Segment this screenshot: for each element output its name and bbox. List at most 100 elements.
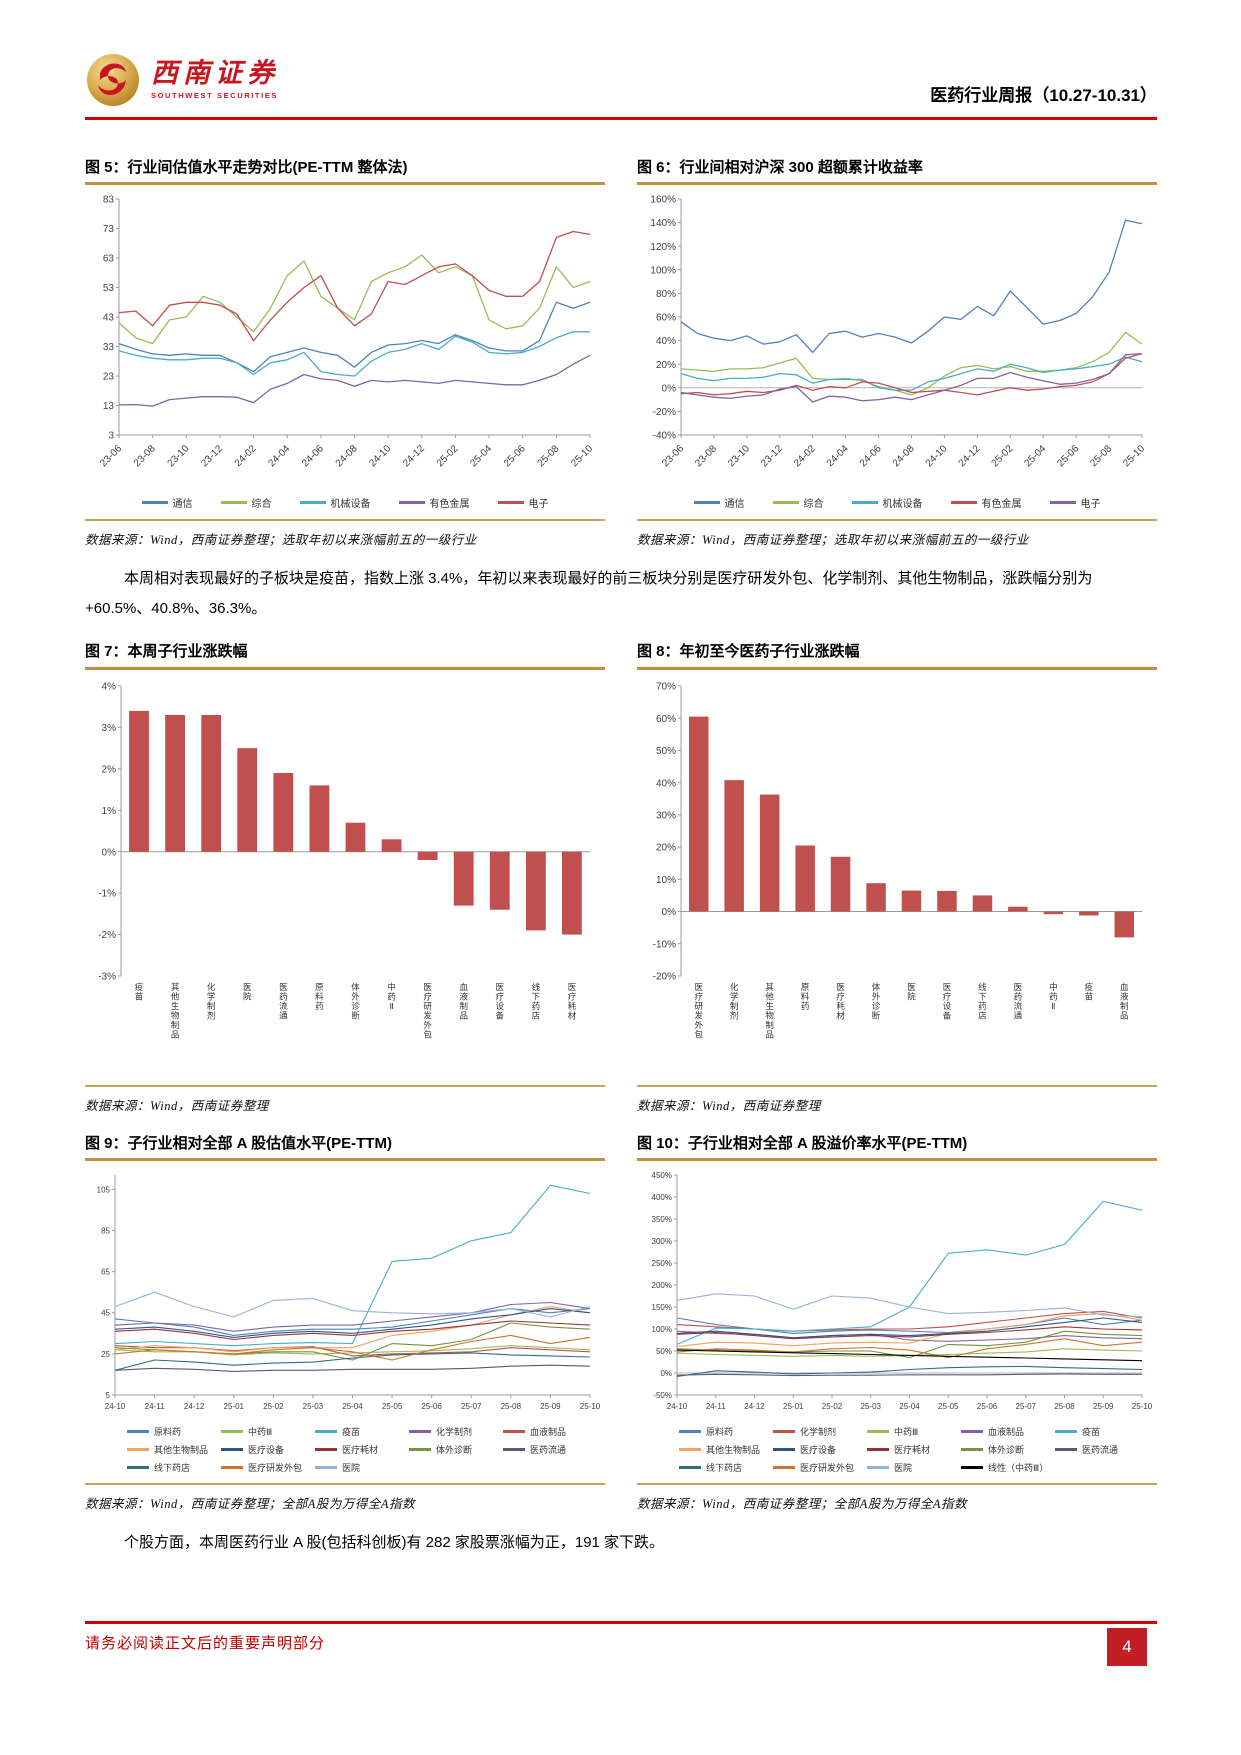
legend-swatch	[1049, 501, 1076, 504]
legend-item-其他生物制品: 其他生物制品	[127, 1443, 221, 1456]
legend-swatch	[693, 501, 720, 504]
legend-label: 化学制剂	[436, 1427, 473, 1437]
svg-text:20%: 20%	[656, 842, 676, 853]
svg-text:25-01: 25-01	[224, 1402, 245, 1411]
figure-7: 图 7：本周子行业涨跌幅 -3% -2% -1% 0% 1% 2% 3% 4% 疫苗 其他生物制品…	[85, 642, 605, 1114]
legend-item-疫苗: 疫苗	[1055, 1425, 1149, 1438]
legend-swatch	[1055, 1430, 1077, 1433]
legend-item-通信: 通信	[141, 495, 193, 510]
legend-label: 中药Ⅲ	[894, 1427, 919, 1437]
chart-svg: -3% -2% -1% 0% 1% 2% 3% 4% 疫苗 其他生物制品 化学制剂 医院 医药流通 原料药…	[98, 681, 590, 1040]
series-线下药店	[114, 1352, 591, 1371]
series-通信	[680, 219, 1143, 354]
bar-label-医疗研发外包: 医疗研发外包	[694, 982, 703, 1040]
series-医药流通	[114, 1364, 591, 1372]
svg-text:45: 45	[101, 1309, 110, 1318]
svg-text:43: 43	[103, 313, 115, 324]
series-机械设备	[680, 356, 1143, 391]
legend-swatch	[867, 1430, 889, 1433]
legend-label: 通信	[172, 499, 193, 510]
legend-swatch	[503, 1430, 525, 1433]
bar-label-化学制剂: 化学制剂	[730, 982, 739, 1021]
figure-row-3: 图 9：子行业相对全部 A 股估值水平(PE-TTM) 5 25 45 65 85 105…	[85, 1134, 1157, 1513]
legend-label: 综合	[251, 499, 272, 510]
svg-text:25-10: 25-10	[1121, 443, 1147, 469]
figure-10: 图 10：子行业相对全部 A 股溢价率水平(PE-TTM) -50% 0% 50% 1…	[637, 1134, 1157, 1513]
legend-item-疫苗: 疫苗	[315, 1425, 409, 1438]
svg-text:83: 83	[103, 195, 115, 206]
svg-text:24-10: 24-10	[667, 1402, 688, 1411]
figure-9-caption: 数据来源：Wind，西南证券整理；全部A股为万得全A指数	[85, 1497, 415, 1511]
legend-label: 通信	[724, 499, 745, 510]
legend-swatch	[127, 1430, 149, 1433]
svg-text:1%: 1%	[102, 805, 117, 816]
svg-text:25-08: 25-08	[536, 443, 562, 469]
legend-swatch	[497, 501, 524, 504]
legend-item-医疗研发外包: 医疗研发外包	[773, 1461, 867, 1474]
chart-svg: -50% 0% 50% 100% 150% 200% 250% 300% 350% 400% 450…	[652, 1171, 1152, 1411]
legend-label: 血液制品	[988, 1427, 1025, 1437]
legend-item-化学制剂: 化学制剂	[773, 1425, 867, 1438]
legend-label: 医疗设备	[248, 1445, 285, 1455]
svg-text:25-05: 25-05	[938, 1402, 959, 1411]
series-疫苗	[114, 1184, 591, 1347]
bar-label-原料药: 原料药	[315, 982, 324, 1011]
bar-label-中药Ⅱ: 中药 Ⅱ	[1049, 982, 1058, 1011]
svg-text:25-02: 25-02	[263, 1402, 284, 1411]
bar-label-医疗设备: 医疗设备	[496, 982, 505, 1021]
legend-item-机械设备: 机械设备	[299, 495, 371, 510]
svg-text:25-04: 25-04	[342, 1402, 363, 1411]
title-underline	[637, 182, 1157, 185]
svg-text:0%: 0%	[102, 847, 117, 858]
bar-label-其他生物制品: 其他生物制品	[171, 982, 180, 1040]
series-电子	[118, 230, 591, 342]
bar-label-体外诊断: 体外诊断	[872, 982, 881, 1021]
legend-label: 体外诊断	[436, 1445, 473, 1455]
svg-text:3%: 3%	[102, 723, 117, 734]
svg-text:160%: 160%	[650, 195, 676, 206]
svg-text:24-02: 24-02	[233, 443, 259, 469]
header-divider	[85, 117, 1157, 120]
footer-divider	[85, 1621, 1157, 1624]
svg-text:50%: 50%	[656, 746, 676, 757]
legend-swatch	[409, 1430, 431, 1433]
legend-swatch	[773, 1448, 795, 1451]
legend-label: 线下药店	[154, 1463, 191, 1473]
svg-text:23: 23	[103, 372, 115, 383]
figure-9-chart: 5 25 45 65 85 105 24-10 24-11 24-12 25-01 25-02 25-…	[85, 1167, 600, 1419]
legend-swatch	[679, 1466, 701, 1469]
legend-item-原料药: 原料药	[679, 1425, 773, 1438]
figure-6: 图 6：行业间相对沪深 300 超额累计收益率 -40% -20% 0% 20% 40%…	[637, 158, 1157, 549]
legend-item-医疗设备: 医疗设备	[773, 1443, 867, 1456]
svg-text:25-10: 25-10	[580, 1402, 600, 1411]
legend-label: 医疗研发外包	[248, 1463, 303, 1473]
bar-label-体外诊断: 体外诊断	[351, 982, 360, 1021]
svg-text:25-08: 25-08	[1088, 443, 1114, 469]
legend-item-医院: 医院	[867, 1461, 961, 1474]
figure-9-title: 图 9：子行业相对全部 A 股估值水平(PE-TTM)	[85, 1134, 392, 1152]
series-医疗设备	[114, 1308, 591, 1338]
svg-text:3: 3	[108, 431, 114, 442]
title-underline	[85, 1158, 605, 1161]
legend-label: 血液制品	[530, 1427, 567, 1437]
bar-体外诊断	[866, 882, 886, 912]
figure-5-title: 图 5：行业间估值水平走势对比(PE-TTM 整体法)	[85, 158, 408, 176]
legend-label: 有色金属	[429, 499, 470, 510]
legend-swatch	[679, 1430, 701, 1433]
legend-item-电子: 电子	[497, 495, 549, 510]
legend-label: 电子	[1080, 499, 1101, 510]
legend-swatch	[315, 1466, 337, 1469]
svg-text:-2%: -2%	[98, 930, 116, 941]
bar-医疗研发外包	[417, 851, 438, 860]
figure-10-chart: -50% 0% 50% 100% 150% 200% 250% 300% 350% 400% 450…	[637, 1167, 1152, 1419]
legend-label: 医疗研发外包	[800, 1463, 855, 1473]
svg-text:25-03: 25-03	[861, 1402, 882, 1411]
legend-swatch	[221, 1448, 243, 1451]
legend-label: 疫苗	[342, 1427, 361, 1437]
figure-7-caption: 数据来源：Wind，西南证券整理	[85, 1098, 269, 1113]
title-underline	[637, 1158, 1157, 1161]
bar-医药流通	[1008, 906, 1028, 911]
figure-6-chart: -40% -20% 0% 20% 40% 60% 80% 100% 120% 140% 160% 23…	[637, 191, 1152, 493]
svg-text:25-06: 25-06	[502, 443, 528, 469]
